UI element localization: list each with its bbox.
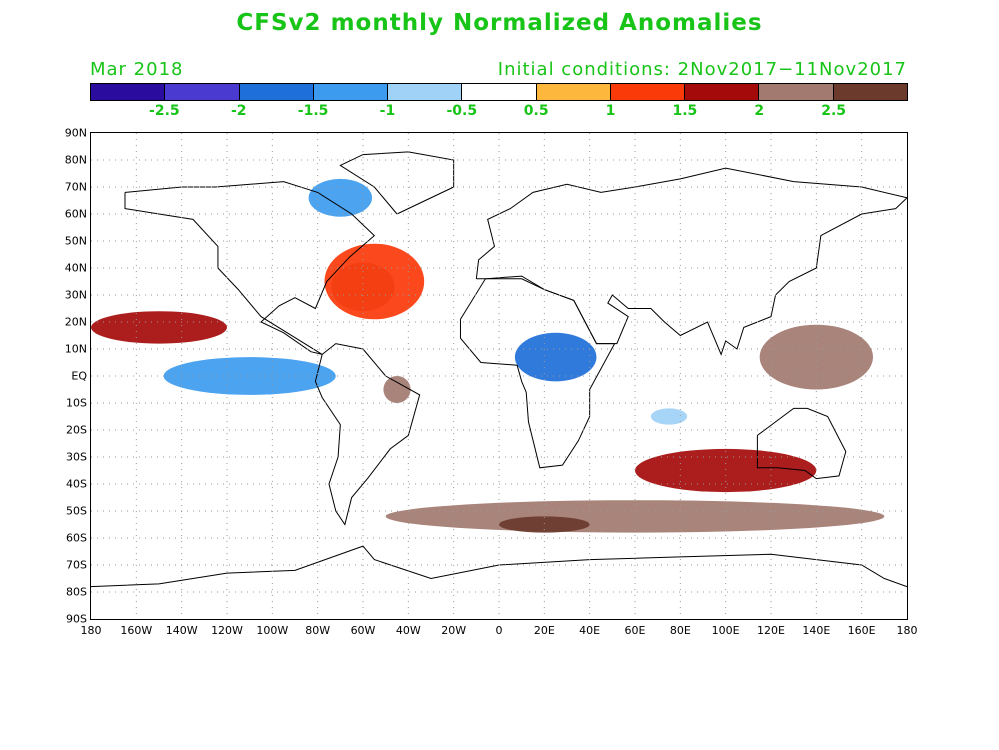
latitude-label: 10S (66, 396, 87, 410)
colorbar-label: 1 (605, 103, 616, 119)
latitude-label: 50N (64, 234, 87, 248)
longitude-label: 120W (211, 624, 243, 637)
latitude-label: 20S (66, 423, 87, 437)
colorbar (90, 83, 908, 101)
coastline (314, 343, 421, 526)
colorbar-swatch (313, 84, 389, 100)
coastline (124, 181, 376, 355)
colorbar-swatch (759, 84, 834, 100)
latitude-label: EQ (71, 369, 87, 383)
longitude-label: 60W (350, 624, 376, 637)
colorbar-label: -1.5 (297, 103, 329, 119)
colorbar-label: -0.5 (446, 103, 478, 119)
latitude-label: 10N (64, 342, 87, 356)
coastline (339, 151, 455, 215)
map-title: CFSv2 monthly Normalized Anomalies (236, 10, 763, 36)
anomaly-central-africa-cold (514, 332, 597, 382)
longitude-label: 80E (669, 624, 691, 637)
latitude-label: 70N (64, 180, 87, 194)
longitude-label: 100E (711, 624, 740, 637)
latitude-label: 90N (64, 126, 87, 140)
latitude-label: 50S (66, 504, 87, 518)
latitude-label: 70S (66, 558, 87, 572)
colorbar-swatch (610, 84, 686, 100)
colorbar-swatch (388, 84, 463, 100)
latitude-label: 80S (66, 585, 87, 599)
longitude-label: 80W (305, 624, 331, 637)
longitude-label: 160W (120, 624, 153, 637)
latitude-label: 30S (66, 450, 87, 464)
longitude-label: 180 (896, 624, 918, 637)
colorbar-label: -1 (379, 103, 396, 119)
anomaly-north-atlantic-warm-outer (324, 243, 425, 320)
longitude-label: 160E (847, 624, 876, 637)
longitude-label: 40E (579, 624, 601, 637)
longitude-label: 40W (395, 624, 421, 637)
longitude-label: 60E (624, 624, 646, 637)
colorbar-swatch (91, 84, 166, 100)
coastline (91, 545, 907, 588)
anomaly-east-pacific-cold (163, 357, 336, 395)
latitude-label: 90S (66, 612, 87, 626)
latitude-label: 40N (64, 261, 87, 275)
forecast-period: Mar 2018 (90, 59, 184, 80)
coastline (756, 407, 847, 480)
map-canvas (91, 133, 907, 619)
anomaly-map (90, 132, 908, 620)
longitude-label: 180 (80, 624, 102, 637)
colorbar-swatch (685, 84, 760, 100)
longitude-label: 100W (256, 624, 289, 637)
colorbar-label: 2 (754, 103, 765, 119)
anomaly-west-pacific-warm (759, 324, 873, 390)
anomaly-indian-cold (650, 408, 688, 425)
colorbar-swatch (833, 84, 907, 100)
colorbar-swatch (239, 84, 314, 100)
colorbar-label: 2.5 (821, 103, 847, 119)
colorbar-label: -2 (230, 103, 247, 119)
latitude-label: 80N (64, 153, 87, 167)
latitude-label: 30N (64, 288, 87, 302)
longitude-label: 0 (495, 624, 503, 637)
latitude-label: 60N (64, 207, 87, 221)
longitude-label: 140E (802, 624, 831, 637)
anomaly-southern-ocean-extreme (499, 516, 590, 533)
anomaly-south-indian-warm (635, 448, 817, 493)
colorbar-swatch (536, 84, 611, 100)
colorbar-label: 1.5 (672, 103, 698, 119)
colorbar-label: -2.5 (149, 103, 180, 119)
longitude-label: 20E (533, 624, 555, 637)
colorbar-labels: -2.5 -2 -1.5 -1 -0.5 0.5 1 1.5 2 2.5 (90, 103, 908, 123)
colorbar-swatch (462, 84, 537, 100)
colorbar-label: 0.5 (523, 103, 549, 119)
anomaly-brazil-warm (383, 376, 411, 403)
latitude-label: 20N (64, 315, 87, 329)
longitude-label: 140W (165, 624, 198, 637)
longitude-label: 20W (441, 624, 467, 637)
latitude-label: 60S (66, 531, 87, 545)
coastline (475, 167, 907, 356)
longitude-label: 120E (757, 624, 785, 637)
anomaly-central-pacific-warm (91, 311, 227, 344)
anomaly-hudson-cold (308, 178, 373, 217)
initial-conditions: Initial conditions: 2Nov2017−11Nov2017 (497, 59, 907, 80)
latitude-label: 40S (66, 477, 87, 491)
colorbar-swatch (165, 84, 240, 100)
